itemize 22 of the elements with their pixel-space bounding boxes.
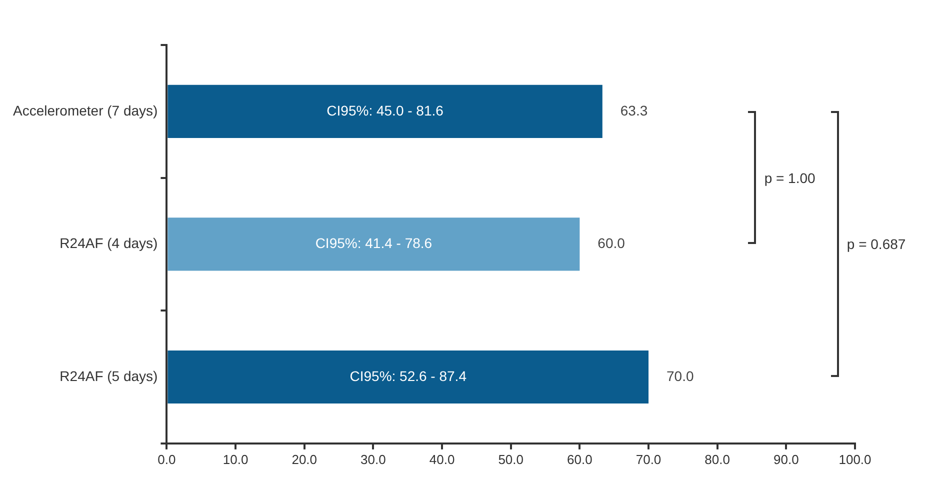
annotation: CI95%: 41.4 - 78.6 [315, 235, 432, 252]
y-tick-label: Accelerometer (7 days) [13, 102, 158, 118]
annotation: CI95%: 52.6 - 87.4 [350, 368, 467, 384]
data-label: 60.0 [598, 235, 626, 252]
x-tick-label: 60.0 [567, 452, 592, 467]
x-tick-label: 50.0 [498, 452, 524, 467]
x-tick-label: 30.0 [360, 452, 386, 467]
annotation: p = 0.687 [846, 236, 906, 252]
x-tick-label: 0.0 [158, 452, 176, 467]
y-tick-label: R24AF (5 days) [60, 368, 158, 384]
x-tick-label: 90.0 [774, 452, 799, 467]
x-tick-label: 100.0 [838, 452, 872, 467]
x-tick-label: 40.0 [429, 452, 455, 467]
annotation: CI95%: 45.0 - 81.6 [326, 102, 444, 118]
x-tick-label: 20.0 [292, 452, 318, 467]
y-tick-label: R24AF (4 days) [60, 235, 158, 252]
annotation: p = 1.00 [764, 170, 816, 186]
x-tick-label: 70.0 [636, 452, 662, 467]
data-label: 63.3 [620, 102, 648, 118]
data-label: 70.0 [666, 368, 694, 384]
x-tick-label: 10.0 [222, 452, 248, 467]
x-tick-label: 80.0 [704, 452, 730, 467]
